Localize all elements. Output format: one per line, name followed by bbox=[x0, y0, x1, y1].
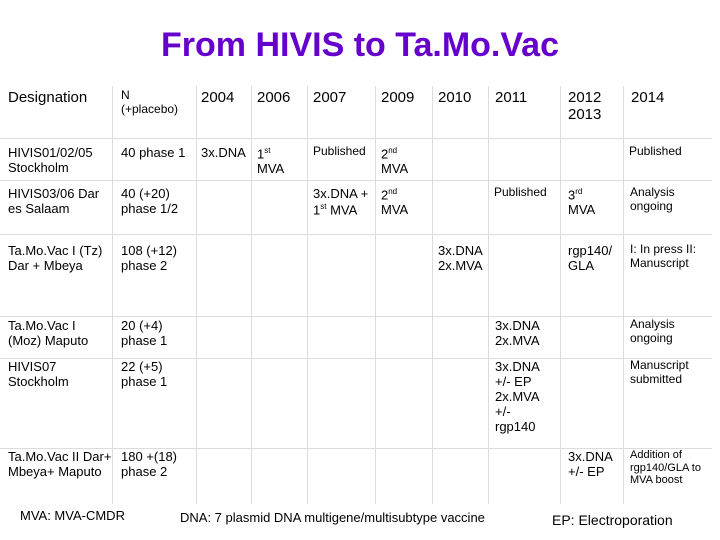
column-divider bbox=[432, 86, 433, 504]
row6-2014: Addition of rgp140/GLA to MVA boost bbox=[630, 449, 701, 487]
header-2010: 2010 bbox=[438, 89, 472, 106]
footnote-mva: MVA: MVA-CMDR bbox=[20, 508, 125, 523]
row5-2011: 3x.DNA +/- EP 2x.MVA +/- rgp140 bbox=[495, 359, 540, 434]
row2-n: 40 (+20) phase 1/2 bbox=[121, 186, 179, 216]
header-designation: Designation bbox=[8, 89, 88, 106]
row2-designation: HIVIS03/06 Dar es Salaam bbox=[8, 186, 100, 216]
row3-2012: rgp140/ GLA bbox=[568, 243, 613, 273]
row3-n: 108 (+12) phase 2 bbox=[121, 243, 178, 273]
header-2004: 2004 bbox=[201, 89, 235, 106]
row1-2014: Published bbox=[629, 144, 682, 158]
row6-n: 180 +(18) phase 2 bbox=[121, 449, 178, 479]
row-divider bbox=[0, 234, 712, 235]
row2-2012: 3rd MVA bbox=[568, 187, 596, 218]
column-divider bbox=[560, 86, 561, 504]
column-divider bbox=[196, 86, 197, 504]
row2-2011: Published bbox=[494, 185, 547, 199]
header-2014: 2014 bbox=[631, 89, 665, 106]
row5-2014: Manuscript submitted bbox=[630, 358, 689, 386]
row-divider bbox=[0, 448, 712, 449]
column-divider bbox=[251, 86, 252, 504]
footnote-ep: EP: Electroporation bbox=[552, 512, 673, 528]
row-divider bbox=[0, 358, 712, 359]
row4-designation: Ta.Mo.Vac I (Moz) Maputo bbox=[8, 318, 89, 348]
row2-2014: Analysis ongoing bbox=[630, 185, 675, 213]
row4-2014: Analysis ongoing bbox=[630, 317, 675, 345]
row1-2007: Published bbox=[313, 144, 366, 158]
row1-2009: 2nd MVA bbox=[381, 146, 409, 177]
slide-title: From HIVIS to Ta.Mo.Vac bbox=[161, 26, 559, 64]
row3-2014: I: In press II: Manuscript bbox=[630, 242, 697, 270]
row2-2009: 2nd MVA bbox=[381, 187, 409, 218]
row5-designation: HIVIS07 Stockholm bbox=[8, 359, 69, 389]
header-n: N (+placebo) bbox=[121, 88, 179, 116]
column-divider bbox=[307, 86, 308, 504]
column-divider bbox=[112, 86, 113, 504]
row4-2011: 3x.DNA 2x.MVA bbox=[495, 318, 540, 348]
header-2007: 2007 bbox=[313, 89, 347, 106]
column-divider bbox=[623, 86, 624, 504]
header-2012-2013: 2012 2013 bbox=[568, 89, 602, 124]
header-2011: 2011 bbox=[495, 89, 528, 106]
row5-n: 22 (+5) phase 1 bbox=[121, 359, 168, 389]
footnote-dna: DNA: 7 plasmid DNA multigene/multisubtyp… bbox=[180, 510, 485, 525]
row6-2012: 3x.DNA +/- EP bbox=[568, 449, 613, 479]
row2-2007: 3x.DNA + 1st MVA bbox=[313, 186, 369, 218]
row4-n: 20 (+4) phase 1 bbox=[121, 318, 168, 348]
row3-2010: 3x.DNA 2x.MVA bbox=[438, 243, 483, 273]
header-2009: 2009 bbox=[381, 89, 415, 106]
row-divider bbox=[0, 316, 712, 317]
column-divider bbox=[488, 86, 489, 504]
row1-n: 40 phase 1 bbox=[121, 145, 186, 160]
row1-designation: HIVIS01/02/05 Stockholm bbox=[8, 145, 93, 175]
column-divider bbox=[375, 86, 376, 504]
row6-designation: Ta.Mo.Vac II Dar+ Mbeya+ Maputo bbox=[8, 449, 112, 479]
row-divider bbox=[0, 138, 712, 139]
row3-designation: Ta.Mo.Vac I (Tz) Dar + Mbeya bbox=[8, 243, 103, 273]
row-divider bbox=[0, 180, 712, 181]
header-2006: 2006 bbox=[257, 89, 291, 106]
row1-2004: 3x.DNA bbox=[201, 145, 246, 160]
row1-2006: 1st MVA bbox=[257, 146, 285, 177]
timeline-table bbox=[0, 86, 712, 504]
